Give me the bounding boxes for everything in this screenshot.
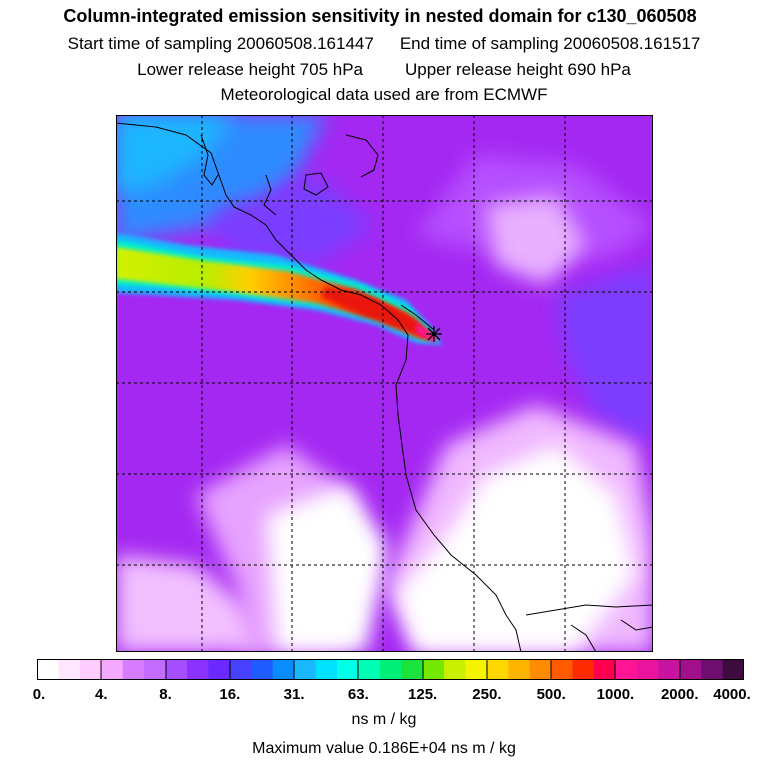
colorbar-swatch: [658, 659, 681, 680]
colorbar-frame: [37, 659, 744, 680]
start-time-label: Start time of sampling 20060508.161447: [67, 34, 374, 53]
star-marker: [426, 326, 442, 342]
colorbar-swatch: [186, 659, 209, 680]
colorbar-swatch: [144, 659, 167, 680]
colorbar-swatch: [508, 659, 531, 680]
map-canvas: [116, 115, 653, 652]
colorbar-swatch: [701, 659, 724, 680]
colorbar-tick-label: 1000.: [596, 686, 635, 703]
page-title: Column-integrated emission sensitivity i…: [63, 6, 697, 26]
colorbar-swatch: [358, 659, 381, 680]
sampling-times: Start time of sampling 20060508.161447 En…: [0, 34, 768, 54]
colorbar-swatch: [465, 659, 488, 680]
colorbar-swatch: [551, 659, 574, 680]
southern-border: [525, 604, 653, 616]
colorbar: [37, 659, 744, 680]
colorbar-tick-label: 4000.: [713, 686, 751, 703]
units-label: ns m / kg: [351, 711, 417, 728]
colorbar-swatch: [679, 659, 702, 680]
colorbar-swatch: [101, 659, 124, 680]
map-frame: [116, 115, 653, 652]
colorbar-swatch: [294, 659, 317, 680]
colorbar-tick-label: 500.: [536, 686, 566, 703]
colorbar-swatch: [208, 659, 231, 680]
colorbar-tick-label: 31.: [283, 686, 305, 703]
colorbar-swatch: [122, 659, 145, 680]
colorbar-tick-label: 2000.: [660, 686, 699, 703]
colorbar-swatch: [58, 659, 81, 680]
colorbar-swatch: [594, 659, 617, 680]
colorbar-swatch: [401, 659, 424, 680]
release-heights: Lower release height 705 hPa Upper releas…: [0, 60, 768, 80]
plume-core: [116, 247, 434, 339]
colorbar-tick-label: 125.: [408, 686, 438, 703]
colorbar-tick-label: 4.: [95, 686, 108, 703]
colorbar-swatch: [336, 659, 359, 680]
colorbar-swatch: [229, 659, 252, 680]
colorbar-swatch: [315, 659, 338, 680]
colorbar-tick-label: 16.: [219, 686, 241, 703]
colorbar-swatch: [165, 659, 188, 680]
colorbar-swatch: [486, 659, 509, 680]
colorbar-swatch: [37, 659, 60, 680]
colorbar-swatch: [529, 659, 552, 680]
met-data-label: Meteorological data used are from ECMWF: [220, 85, 548, 104]
colorbar-swatch: [444, 659, 467, 680]
coastline: [116, 122, 522, 652]
max-value-label: Maximum value 0.186E+04 ns m / kg: [252, 740, 516, 757]
colorbar-swatch: [636, 659, 659, 680]
colorbar-tick-label: 250.: [472, 686, 502, 703]
colorbar-tick-label: 8.: [159, 686, 172, 703]
colorbar-swatch: [379, 659, 402, 680]
right-dark-region: [556, 265, 653, 445]
colorbar-swatch: [722, 659, 744, 680]
colorbar-tick-label: 0.: [32, 686, 46, 703]
sensitivity-map: [116, 115, 653, 652]
colorbar-swatch: [572, 659, 595, 680]
colorbar-swatch: [251, 659, 274, 680]
colorbar-swatch: [422, 659, 445, 680]
colorbar-swatch: [272, 659, 295, 680]
colorbar-swatch: [615, 659, 638, 680]
colorbar-swatch: [79, 659, 102, 680]
colorbar-tick-label: 63.: [347, 686, 369, 703]
end-time-label: End time of sampling 20060508.161517: [399, 34, 701, 53]
lower-height-label: Lower release height 705 hPa: [137, 60, 363, 79]
upper-height-label: Upper release height 690 hPa: [405, 60, 631, 79]
